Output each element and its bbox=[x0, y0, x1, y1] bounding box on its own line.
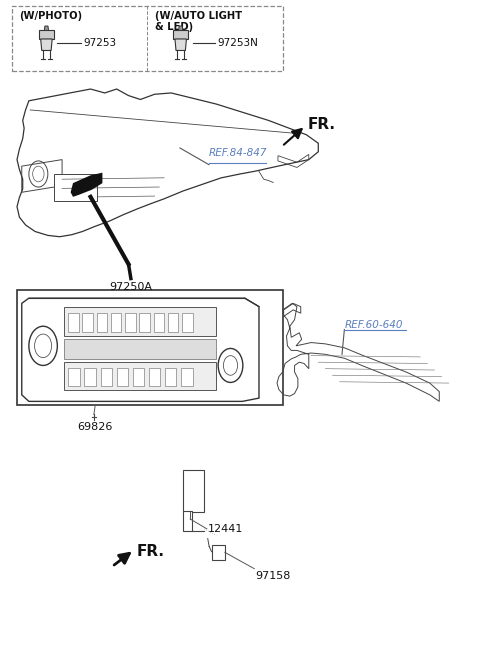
Bar bbox=[154, 312, 164, 332]
Polygon shape bbox=[39, 30, 54, 39]
Bar bbox=[139, 312, 150, 332]
Bar bbox=[54, 174, 96, 202]
Bar bbox=[165, 368, 177, 386]
Bar bbox=[84, 368, 96, 386]
Bar bbox=[83, 312, 93, 332]
Bar bbox=[183, 470, 204, 513]
Bar bbox=[12, 6, 283, 71]
Bar bbox=[64, 339, 216, 359]
Bar bbox=[17, 291, 283, 405]
Bar bbox=[182, 312, 192, 332]
Text: 97158: 97158 bbox=[255, 571, 290, 581]
Bar bbox=[168, 312, 179, 332]
Bar bbox=[96, 312, 107, 332]
Bar bbox=[64, 362, 216, 389]
Polygon shape bbox=[173, 30, 188, 39]
Bar bbox=[149, 368, 160, 386]
Text: 97250A: 97250A bbox=[109, 283, 152, 293]
Bar bbox=[117, 368, 128, 386]
Bar bbox=[68, 312, 79, 332]
Polygon shape bbox=[44, 26, 48, 30]
Text: (W/AUTO LIGHT
& LED): (W/AUTO LIGHT & LED) bbox=[155, 11, 242, 32]
Text: REF.84-847: REF.84-847 bbox=[209, 148, 268, 158]
Polygon shape bbox=[71, 173, 102, 197]
Text: 97253N: 97253N bbox=[218, 38, 259, 48]
Bar bbox=[181, 368, 192, 386]
Text: FR.: FR. bbox=[307, 117, 336, 132]
Polygon shape bbox=[175, 39, 186, 51]
Text: 12441: 12441 bbox=[208, 524, 243, 534]
Bar bbox=[212, 545, 225, 559]
Text: FR.: FR. bbox=[137, 544, 165, 559]
Bar bbox=[183, 511, 192, 530]
Polygon shape bbox=[179, 26, 183, 30]
Text: REF.60-640: REF.60-640 bbox=[344, 320, 403, 330]
Text: 69826: 69826 bbox=[78, 422, 113, 432]
Bar bbox=[64, 306, 216, 336]
Text: (W/PHOTO): (W/PHOTO) bbox=[19, 11, 83, 20]
Bar bbox=[111, 312, 121, 332]
Bar bbox=[125, 312, 136, 332]
Bar bbox=[100, 368, 112, 386]
Bar bbox=[68, 368, 80, 386]
Polygon shape bbox=[41, 39, 52, 51]
Text: 97253: 97253 bbox=[84, 38, 117, 48]
Bar bbox=[133, 368, 144, 386]
